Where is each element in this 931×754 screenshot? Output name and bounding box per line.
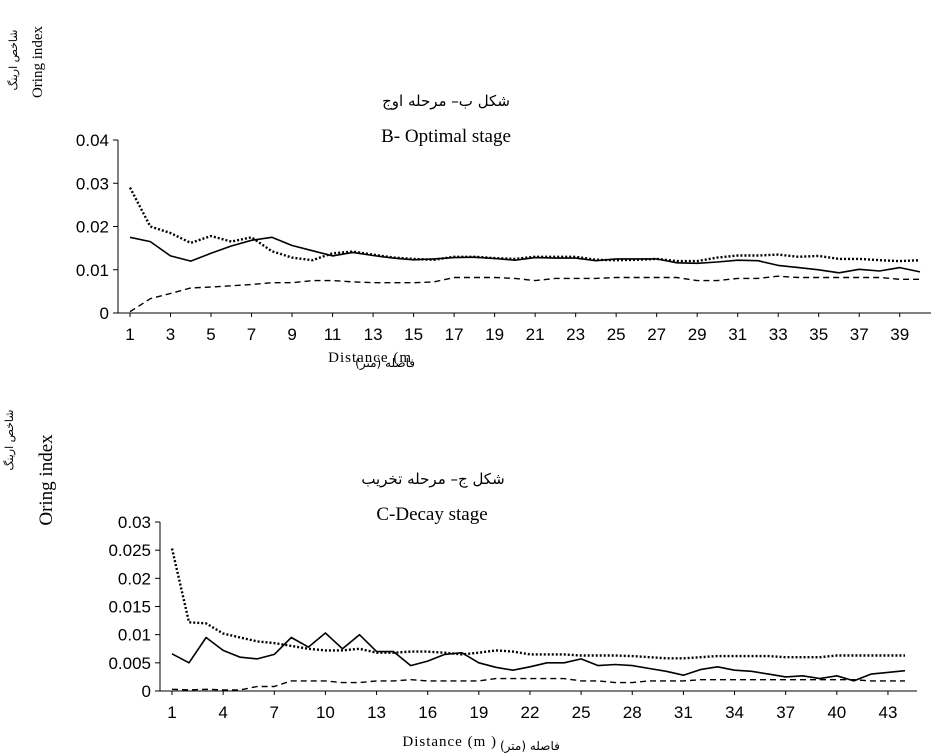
x-axis-label-fa: فاصله (متر) [500,739,560,754]
y-tick-label: 0.03 [118,513,151,532]
x-tick-label: 4 [218,703,227,722]
x-tick-label: 39 [890,325,909,344]
y-tick-label: 0.005 [108,654,151,673]
chart-title-fa: شکل ج– مرحله تخریب [361,470,504,489]
y-axis-label-fa: شاخص ارینگ [7,30,20,91]
x-tick-label: 40 [827,703,846,722]
x-tick-label: 17 [445,325,464,344]
y-tick-label: 0.04 [76,131,109,150]
x-tick-label: 21 [526,325,545,344]
x-axis-label: Distance (m ) [402,734,497,750]
x-tick-label: 31 [728,325,747,344]
chart-title-fa: شکل ب– مرحله اوج [382,92,510,111]
x-tick-label: 33 [769,325,788,344]
x-tick-label: 16 [418,703,437,722]
series-line-dashed [129,275,920,313]
y-tick-label: 0.025 [108,541,151,560]
x-tick-label: 5 [206,325,215,344]
x-tick-label: 37 [776,703,795,722]
x-tick-label: 35 [809,325,828,344]
series-line-solid [171,632,906,682]
chart-b-optimal-stage: شاخص ارینگ Oring index شکل ب– مرحله اوج … [7,25,931,371]
y-tick-label: 0.02 [118,569,151,588]
x-tick-label: 1 [167,703,176,722]
y-tick-label: 0.01 [118,626,151,645]
x-tick-label: 25 [607,325,626,344]
y-tick-label: 0.01 [76,261,109,280]
y-axis-label: Oring index [36,434,57,526]
y-axis-label: Oring index [30,25,46,98]
x-axis-label-fa: فاصله (متر) [355,356,415,371]
series-line-dotted [170,548,905,660]
x-tick-label: 13 [364,325,383,344]
x-tick-label: 27 [647,325,666,344]
chart-c-decay-stage: شاخص ارینگ Oring index شکل ج– مرحله تخری… [3,410,917,754]
x-tick-label: 7 [247,325,256,344]
x-tick-label: 3 [166,325,175,344]
y-tick-label: 0.03 [76,174,109,193]
y-axis-label-fa: شاخص ارینگ [3,410,16,471]
x-tick-label: 15 [404,325,423,344]
x-tick-label: 13 [367,703,386,722]
x-tick-label: 28 [623,703,642,722]
chart-title: C-Decay stage [376,504,487,525]
x-tick-label: 9 [287,325,296,344]
x-tick-label: 23 [566,325,585,344]
series-line-dotted [128,187,921,263]
chart-title: B- Optimal stage [381,126,511,147]
x-tick-label: 29 [688,325,707,344]
y-tick-label: 0.02 [76,218,109,237]
x-tick-label: 11 [324,325,342,344]
x-tick-label: 37 [850,325,869,344]
series-line-solid [129,236,921,274]
x-axis-label: Distance (m [328,350,412,366]
x-tick-label: 22 [521,703,540,722]
y-tick-label: 0 [100,304,109,323]
x-tick-label: 10 [316,703,335,722]
series-line-dashed [171,677,905,691]
x-tick-label: 1 [125,325,134,344]
x-tick-label: 31 [674,703,693,722]
x-tick-label: 43 [878,703,897,722]
x-tick-label: 19 [469,703,488,722]
x-tick-label: 34 [725,703,744,722]
x-tick-label: 7 [270,703,279,722]
y-tick-label: 0.015 [108,598,151,617]
x-tick-label: 25 [572,703,591,722]
x-tick-label: 19 [485,325,504,344]
y-tick-label: 0 [142,682,151,701]
